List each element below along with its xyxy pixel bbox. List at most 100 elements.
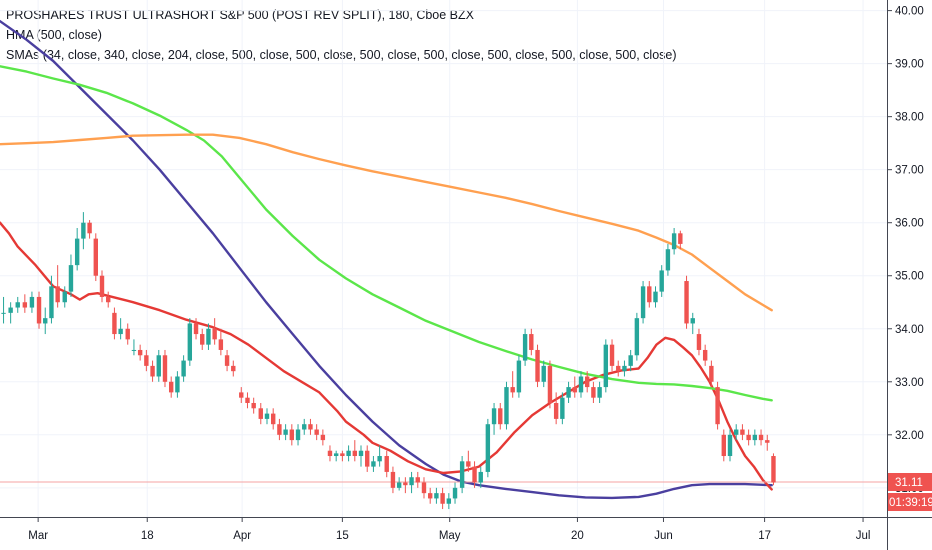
candle-body: [535, 349, 540, 382]
candle-body: [628, 355, 633, 366]
candle-body: [302, 424, 307, 430]
x-tick-label: May: [439, 530, 461, 542]
candle-body: [168, 381, 174, 393]
candle-body: [434, 493, 439, 499]
y-tick-label: 39.00: [895, 59, 924, 71]
countdown-label: 01:39:19: [889, 497, 932, 509]
candle-body: [87, 222, 92, 234]
candle-body: [308, 424, 313, 430]
candle-body: [162, 355, 168, 382]
candle-body: [118, 328, 123, 335]
candle-body: [421, 482, 427, 494]
candle-body: [384, 456, 389, 472]
candle-body: [224, 355, 230, 366]
candle-body: [239, 392, 244, 398]
candle-body: [734, 429, 739, 435]
x-tick-label: 17: [758, 530, 771, 542]
candle-body: [365, 450, 370, 467]
candle-body: [541, 365, 546, 382]
y-tick-label: 38.00: [895, 112, 924, 124]
candle-body: [377, 456, 382, 462]
candle-body: [529, 334, 534, 350]
candle-body: [452, 487, 458, 499]
candle-body: [403, 482, 408, 486]
candle-body: [251, 402, 256, 409]
candle-body: [665, 249, 671, 271]
series-line: [0, 133, 773, 312]
candle-body: [340, 453, 345, 457]
candle-body: [131, 349, 137, 351]
candle-body: [43, 318, 48, 324]
last-price-badge: [888, 473, 932, 492]
candle-body: [440, 493, 445, 504]
candle-body: [270, 413, 276, 425]
y-tick-label: 35.00: [895, 271, 924, 283]
candle-body: [491, 408, 497, 425]
candle-body: [516, 360, 522, 393]
candle-body: [156, 355, 161, 377]
candle-body: [415, 477, 420, 483]
candle-body: [289, 429, 295, 441]
chart-legend: PROSHARES TRUST ULTRASHORT S&P 500 (POST…: [6, 5, 677, 65]
candle-body: [498, 408, 503, 425]
x-tick-label: 18: [141, 530, 154, 542]
x-tick-label: Jul: [856, 530, 871, 542]
candle-body: [231, 365, 236, 372]
candle-body: [283, 429, 288, 435]
candle-body: [678, 233, 683, 244]
y-tick-label: 34.00: [895, 324, 924, 336]
candle-body: [327, 450, 333, 457]
candle-body: [49, 286, 54, 319]
candle-body: [616, 365, 621, 372]
candle-body: [36, 296, 42, 324]
candle-body: [181, 360, 186, 377]
candle-body: [709, 365, 714, 382]
candle-body: [472, 466, 477, 483]
candle-body: [740, 429, 745, 435]
y-tick-label: 40.00: [895, 6, 924, 18]
candle-body: [771, 456, 776, 483]
candle-body: [106, 296, 111, 303]
candle-body: [466, 461, 471, 467]
x-tick-label: Apr: [233, 530, 251, 542]
candle-body: [696, 334, 702, 350]
candle-body: [721, 434, 726, 457]
legend-smas: SMAs (34, close, 340, close, 204, close,…: [6, 48, 677, 62]
candle-body: [212, 328, 217, 340]
candle-body: [690, 318, 695, 324]
candle-body: [333, 453, 339, 457]
candle-body: [715, 387, 720, 425]
candle-body: [258, 408, 263, 419]
y-tick-label: 33.00: [895, 377, 924, 389]
candle-body: [427, 493, 433, 499]
candle-body: [752, 434, 758, 441]
candle-body: [245, 397, 250, 403]
y-tick-label: 37.00: [895, 165, 924, 177]
candle-body: [29, 296, 35, 308]
candle-body: [671, 233, 677, 250]
x-tick-label: 15: [336, 530, 349, 542]
candle-body: [187, 323, 193, 361]
candle-body: [566, 387, 571, 398]
candle-body: [358, 450, 364, 457]
candle-body: [206, 328, 211, 345]
candle-body: [93, 238, 98, 276]
candle-body: [314, 429, 319, 435]
series-line: [0, 221, 773, 491]
candle-body: [68, 265, 74, 292]
candle-body: [659, 270, 664, 292]
candle-body: [409, 477, 414, 486]
candle-body: [684, 281, 689, 324]
candle-body: [597, 387, 602, 398]
y-tick-label: 36.00: [895, 218, 924, 230]
candle-body: [218, 339, 224, 350]
candle-body: [591, 387, 596, 398]
candle-body: [144, 355, 149, 366]
candle-body: [175, 376, 180, 393]
candle-body: [396, 482, 402, 488]
candle-body: [560, 397, 565, 419]
candle-body: [15, 302, 20, 308]
indicator-lines: [0, 20, 887, 500]
